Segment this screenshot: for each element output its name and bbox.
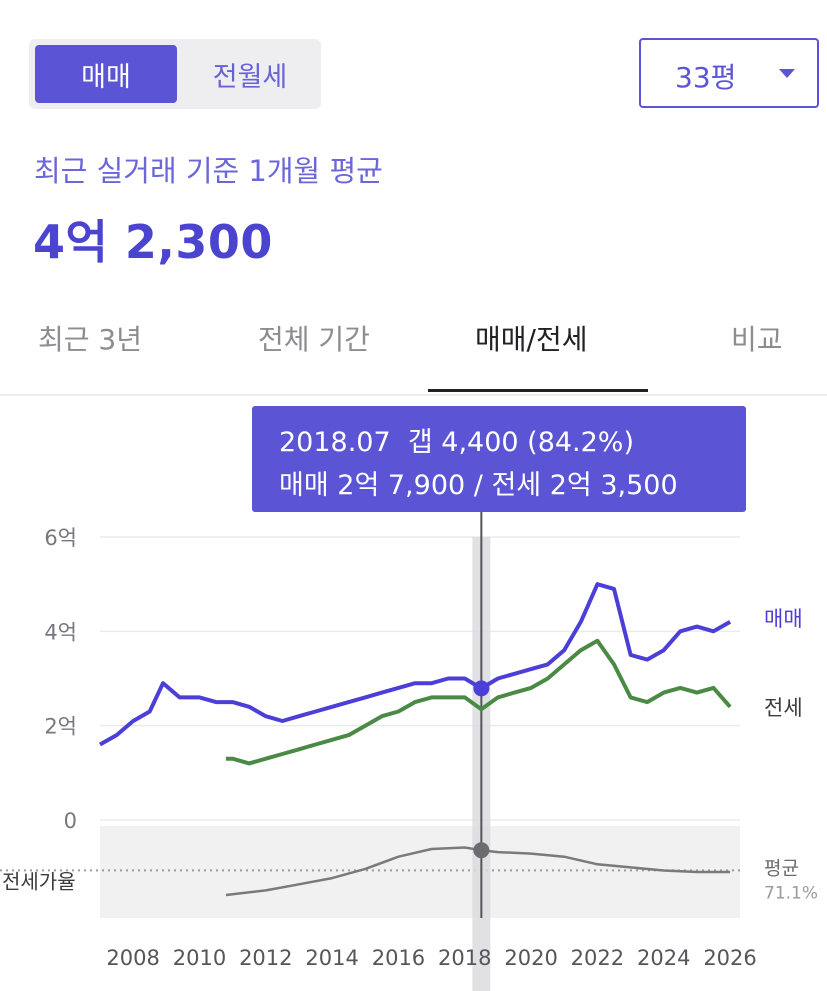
tab-all-period[interactable]: 전체 기간 — [258, 323, 370, 356]
sale-series-label: 매매 — [764, 607, 803, 631]
y-tick-label: 0 — [64, 809, 77, 833]
x-tick-label: 2014 — [305, 946, 358, 970]
deal-type-toggle: 매매 전월세 — [29, 39, 321, 109]
tab-recent-3-years[interactable]: 최근 3년 — [38, 323, 142, 356]
y-tick-label: 4억 — [44, 620, 77, 644]
x-tick-label: 2022 — [571, 946, 624, 970]
chart-tooltip: 2018.07 갭 4,400 (84.2%) 매매 2억 7,900 / 전세… — [252, 406, 746, 512]
area-select-value: 33평 — [675, 61, 737, 94]
jeonse-line — [226, 638, 732, 766]
area-select[interactable]: 33평 — [639, 38, 819, 108]
tooltip-gap-ratio: (84.2%) — [527, 427, 634, 458]
y-tick-label: 2억 — [44, 715, 77, 739]
sale-line — [99, 582, 732, 747]
x-tick-label: 2026 — [703, 946, 756, 970]
ratio-average-value: 71.1% — [764, 883, 818, 903]
average-price: 4억 2,300 — [33, 215, 273, 269]
active-tab-indicator — [428, 389, 648, 392]
tooltip-date: 2018.07 — [279, 427, 391, 458]
y-tick-label: 6억 — [44, 526, 77, 550]
rent-tab-button[interactable]: 전월세 — [212, 61, 288, 93]
x-tick-label: 2024 — [637, 946, 690, 970]
x-tick-label: 2020 — [504, 946, 557, 970]
tooltip-gap-label: 갭 — [407, 427, 433, 458]
ratio-average-label: 평균 — [764, 857, 799, 879]
tab-compare[interactable]: 비교 — [731, 323, 783, 356]
tooltip-jeonse-value: 2억 3,500 — [549, 470, 678, 501]
sale-highlight-point — [473, 680, 490, 697]
x-tick-label: 2012 — [239, 946, 292, 970]
tab-sale-jeonse[interactable]: 매매/전세 — [475, 323, 588, 356]
x-tick-label: 2016 — [372, 946, 425, 970]
price-subtitle: 최근 실거래 기준 1개월 평균 — [34, 154, 383, 188]
tooltip-jeonse-label: 전세 — [491, 470, 542, 501]
ratio-panel-label: 전세가율 — [2, 869, 76, 893]
caret-down-icon — [779, 69, 795, 78]
jeonse-series-label: 전세 — [764, 696, 803, 720]
x-tick-label: 2010 — [173, 946, 226, 970]
ratio-highlight-point — [473, 842, 490, 859]
tooltip-gap-value: 4,400 — [441, 427, 519, 458]
tooltip-sale-label: 매매 — [279, 470, 329, 501]
ratio-panel-background — [100, 826, 740, 918]
tooltip-line-1: 2018.07 갭 4,400 (84.2%) — [279, 420, 634, 459]
tooltip-line-2: 매매 2억 7,900 / 전세 2억 3,500 — [279, 470, 678, 501]
tab-divider — [0, 394, 827, 396]
sale-tab-button[interactable]: 매매 — [35, 45, 177, 103]
tooltip-sale-value: 2억 7,900 — [337, 470, 466, 501]
x-tick-label: 2008 — [106, 946, 159, 970]
x-tick-label: 2018 — [438, 946, 491, 970]
